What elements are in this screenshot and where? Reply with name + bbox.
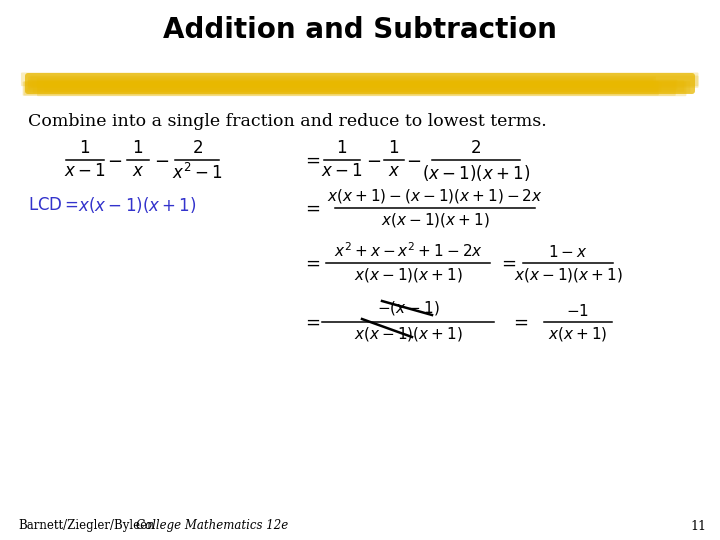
Text: $x^2-1$: $x^2-1$ bbox=[172, 163, 222, 183]
Text: $x-1$: $x-1$ bbox=[321, 163, 363, 180]
Text: $1$: $1$ bbox=[336, 140, 348, 157]
FancyBboxPatch shape bbox=[24, 82, 659, 96]
Text: $x$: $x$ bbox=[388, 163, 400, 180]
Text: $x^2+x-x^2+1-2x$: $x^2+x-x^2+1-2x$ bbox=[333, 241, 482, 260]
FancyBboxPatch shape bbox=[28, 77, 656, 87]
Text: $2$: $2$ bbox=[470, 140, 482, 157]
FancyBboxPatch shape bbox=[27, 80, 684, 92]
Text: $-$: $-$ bbox=[366, 151, 382, 169]
Text: $x(x-1)(x+1)$: $x(x-1)(x+1)$ bbox=[78, 195, 197, 215]
Text: $x$: $x$ bbox=[132, 163, 144, 180]
FancyBboxPatch shape bbox=[25, 73, 695, 94]
FancyBboxPatch shape bbox=[44, 83, 662, 92]
FancyBboxPatch shape bbox=[30, 76, 698, 88]
Text: $2$: $2$ bbox=[192, 140, 202, 157]
FancyBboxPatch shape bbox=[22, 82, 676, 96]
Text: $-(x-1)$: $-(x-1)$ bbox=[377, 299, 439, 317]
Text: $\mathrm{LCD} = $: $\mathrm{LCD} = $ bbox=[28, 197, 79, 213]
Text: $1$: $1$ bbox=[79, 140, 91, 157]
FancyBboxPatch shape bbox=[37, 81, 658, 91]
Text: $x(x-1)(x+1)$: $x(x-1)(x+1)$ bbox=[381, 211, 490, 229]
Text: $=$: $=$ bbox=[302, 254, 320, 272]
Text: $x(x+1)$: $x(x+1)$ bbox=[549, 325, 608, 343]
Text: $x(x-1)(x+1)$: $x(x-1)(x+1)$ bbox=[354, 266, 462, 284]
FancyBboxPatch shape bbox=[28, 80, 678, 90]
Text: $1-x$: $1-x$ bbox=[548, 244, 588, 260]
Text: $(x-1)(x+1)$: $(x-1)(x+1)$ bbox=[422, 163, 530, 183]
Text: $=$: $=$ bbox=[302, 199, 320, 217]
Text: $x(x-1)(x+1)$: $x(x-1)(x+1)$ bbox=[513, 266, 622, 284]
FancyBboxPatch shape bbox=[21, 72, 698, 86]
Text: $-1$: $-1$ bbox=[567, 303, 590, 319]
Text: $=$: $=$ bbox=[498, 254, 517, 272]
Text: $-$: $-$ bbox=[406, 151, 422, 169]
FancyBboxPatch shape bbox=[37, 82, 686, 96]
FancyBboxPatch shape bbox=[32, 81, 690, 93]
Text: $x(x-1)(x+1)$: $x(x-1)(x+1)$ bbox=[354, 325, 462, 343]
Text: $-$: $-$ bbox=[154, 151, 170, 169]
Text: $x-1$: $x-1$ bbox=[64, 163, 106, 180]
Text: $x(x+1)-(x-1)(x+1)-2x$: $x(x+1)-(x-1)(x+1)-2x$ bbox=[327, 187, 543, 205]
Text: College Mathematics 12e: College Mathematics 12e bbox=[136, 519, 288, 532]
Text: $=$: $=$ bbox=[510, 313, 528, 331]
Text: 11: 11 bbox=[690, 519, 706, 532]
Text: $=$: $=$ bbox=[302, 313, 320, 331]
Text: $1$: $1$ bbox=[132, 140, 143, 157]
Text: $=$: $=$ bbox=[302, 151, 320, 169]
Text: $1$: $1$ bbox=[388, 140, 400, 157]
Text: Barnett/Ziegler/Byleen: Barnett/Ziegler/Byleen bbox=[18, 519, 155, 532]
Text: $-$: $-$ bbox=[107, 151, 122, 169]
FancyBboxPatch shape bbox=[37, 78, 653, 87]
Text: Addition and Subtraction: Addition and Subtraction bbox=[163, 16, 557, 44]
Text: Combine into a single fraction and reduce to lowest terms.: Combine into a single fraction and reduc… bbox=[28, 113, 546, 131]
